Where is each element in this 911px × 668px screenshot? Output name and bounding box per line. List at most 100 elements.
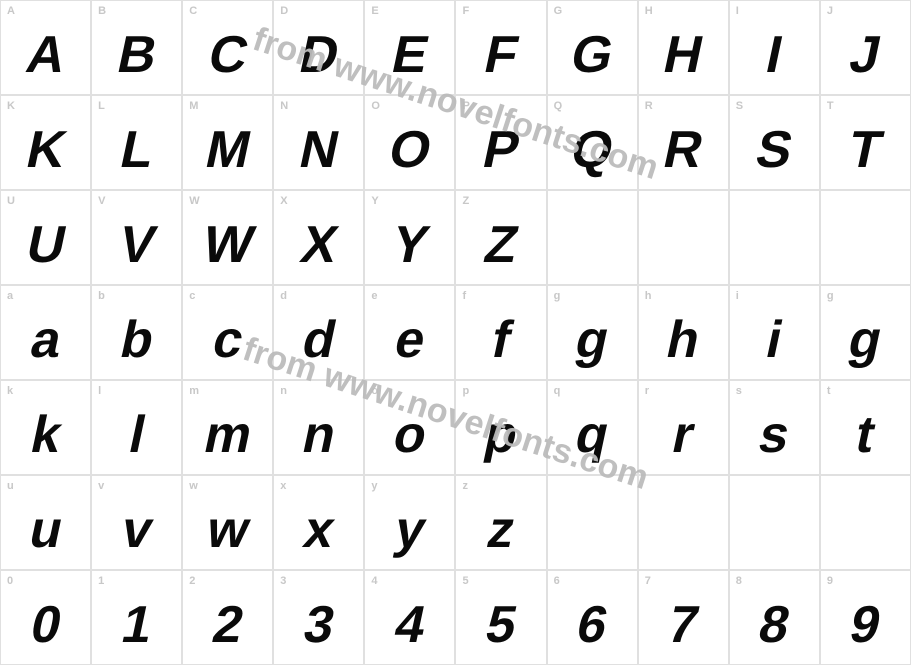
glyph-cell: kk xyxy=(0,380,91,475)
cell-glyph: t xyxy=(851,405,880,465)
glyph-cell: 11 xyxy=(91,570,182,665)
glyph-cell: SS xyxy=(729,95,820,190)
cell-glyph: M xyxy=(200,120,255,180)
cell-label: R xyxy=(645,100,653,112)
glyph-cell: yy xyxy=(364,475,455,570)
glyph-cell: 66 xyxy=(547,570,638,665)
glyph-cell: LL xyxy=(91,95,182,190)
cell-label: l xyxy=(98,385,101,397)
cell-label: B xyxy=(98,5,106,17)
character-map-grid: AABBCCDDEEFFGGHHIIJJKKLLMMNNOOPPQQRRSSTT… xyxy=(0,0,911,665)
cell-label: y xyxy=(371,480,377,492)
cell-label: s xyxy=(736,385,742,397)
glyph-cell: ee xyxy=(364,285,455,380)
cell-label: r xyxy=(645,385,649,397)
glyph-cell xyxy=(820,475,911,570)
cell-label: Y xyxy=(371,195,378,207)
cell-glyph: n xyxy=(297,405,341,465)
cell-glyph: G xyxy=(566,25,618,85)
cell-label: 4 xyxy=(371,575,377,587)
cell-glyph: r xyxy=(667,405,699,465)
glyph-cell xyxy=(638,190,729,285)
cell-glyph: N xyxy=(294,120,343,180)
cell-label: P xyxy=(462,100,469,112)
cell-glyph: J xyxy=(845,25,886,85)
cell-label: H xyxy=(645,5,653,17)
glyph-cell: uu xyxy=(0,475,91,570)
cell-label: N xyxy=(280,100,288,112)
cell-label: g xyxy=(827,290,834,302)
cell-glyph: 3 xyxy=(299,595,340,655)
cell-label: S xyxy=(736,100,743,112)
glyph-cell: 44 xyxy=(364,570,455,665)
cell-glyph: 9 xyxy=(845,595,886,655)
glyph-cell xyxy=(729,475,820,570)
cell-glyph: H xyxy=(659,25,708,85)
cell-label: m xyxy=(189,385,199,397)
glyph-cell: 88 xyxy=(729,570,820,665)
cell-label: 7 xyxy=(645,575,651,587)
cell-glyph: W xyxy=(197,215,258,275)
cell-glyph: B xyxy=(112,25,161,85)
glyph-cell xyxy=(638,475,729,570)
cell-glyph: K xyxy=(21,120,70,180)
cell-glyph: f xyxy=(486,310,515,370)
cell-glyph: P xyxy=(478,120,524,180)
cell-glyph: v xyxy=(116,500,157,560)
cell-label: G xyxy=(554,5,563,17)
cell-glyph: X xyxy=(296,215,342,275)
cell-label: a xyxy=(7,290,13,302)
cell-glyph: l xyxy=(124,405,150,465)
cell-label: 2 xyxy=(189,575,195,587)
glyph-cell: VV xyxy=(91,190,182,285)
cell-label: w xyxy=(189,480,198,492)
glyph-cell: II xyxy=(729,0,820,95)
glyph-cell xyxy=(547,190,638,285)
glyph-cell: JJ xyxy=(820,0,911,95)
glyph-cell xyxy=(729,190,820,285)
cell-label: 8 xyxy=(736,575,742,587)
cell-glyph: 7 xyxy=(663,595,704,655)
cell-label: 0 xyxy=(7,575,13,587)
glyph-cell: gg xyxy=(820,285,911,380)
cell-glyph: U xyxy=(21,215,70,275)
glyph-cell: vv xyxy=(91,475,182,570)
glyph-cell: pp xyxy=(455,380,546,475)
cell-glyph: R xyxy=(659,120,708,180)
cell-label: U xyxy=(7,195,15,207)
cell-glyph: 4 xyxy=(390,595,431,655)
glyph-cell: DD xyxy=(273,0,364,95)
glyph-cell: gg xyxy=(547,285,638,380)
cell-glyph: C xyxy=(203,25,252,85)
cell-label: T xyxy=(827,100,834,112)
cell-glyph: e xyxy=(390,310,431,370)
cell-glyph: y xyxy=(390,500,431,560)
glyph-cell: ww xyxy=(182,475,273,570)
cell-label: I xyxy=(736,5,739,17)
glyph-cell: qq xyxy=(547,380,638,475)
cell-glyph: 2 xyxy=(207,595,248,655)
cell-glyph: o xyxy=(388,405,432,465)
glyph-cell: 22 xyxy=(182,570,273,665)
cell-label: h xyxy=(645,290,652,302)
glyph-cell: EE xyxy=(364,0,455,95)
glyph-cell: FF xyxy=(455,0,546,95)
glyph-cell: oo xyxy=(364,380,455,475)
glyph-cell: BB xyxy=(91,0,182,95)
cell-label: x xyxy=(280,480,286,492)
glyph-cell: zz xyxy=(455,475,546,570)
cell-label: X xyxy=(280,195,287,207)
glyph-cell: ss xyxy=(729,380,820,475)
glyph-cell: UU xyxy=(0,190,91,285)
cell-label: n xyxy=(280,385,287,397)
glyph-cell: ll xyxy=(91,380,182,475)
glyph-cell: dd xyxy=(273,285,364,380)
glyph-cell: ii xyxy=(729,285,820,380)
cell-glyph: s xyxy=(754,405,795,465)
cell-glyph: A xyxy=(21,25,70,85)
glyph-cell: HH xyxy=(638,0,729,95)
cell-label: o xyxy=(371,385,378,397)
cell-label: 9 xyxy=(827,575,833,587)
glyph-cell: ff xyxy=(455,285,546,380)
glyph-cell: 55 xyxy=(455,570,546,665)
